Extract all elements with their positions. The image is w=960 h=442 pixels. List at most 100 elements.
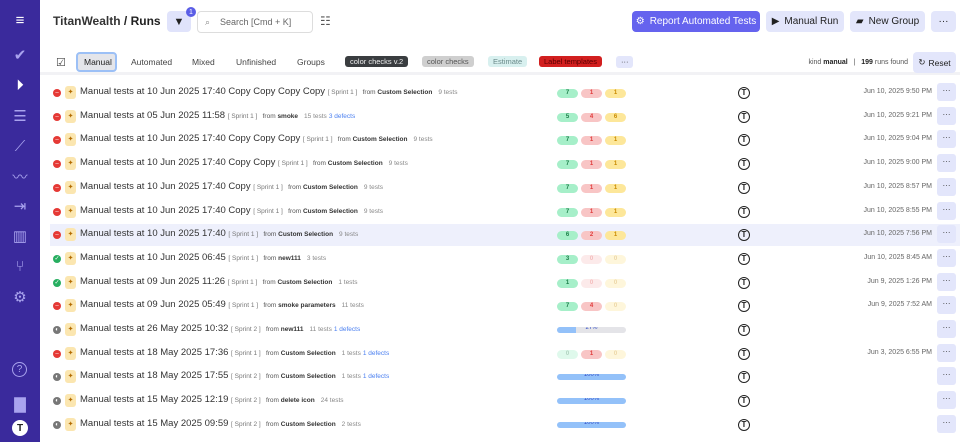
row-more-button[interactable]: ···	[937, 83, 956, 101]
run-row[interactable]: – ✦ Manual tests at 10 Jun 2025 17:40 Co…	[50, 129, 960, 151]
check-icon[interactable]: ✔	[13, 47, 27, 64]
row-more-button[interactable]: ···	[937, 343, 956, 362]
sliders-icon[interactable]: ☷	[320, 14, 331, 28]
row-more-button[interactable]: ···	[937, 391, 956, 410]
run-row[interactable]: – ✦ Manual tests at 10 Jun 2025 17:40 Co…	[50, 201, 960, 223]
folder-icon[interactable]: ▇	[14, 396, 26, 413]
row-more-button[interactable]: ···	[937, 248, 956, 267]
run-title[interactable]: Manual tests at 15 May 2025 09:59	[80, 417, 229, 429]
run-source: from Custom Selection	[288, 183, 358, 191]
run-title[interactable]: Manual tests at 10 Jun 2025 17:40	[80, 228, 226, 240]
run-title[interactable]: Manual tests at 15 May 2025 12:19	[80, 394, 229, 406]
defects-link[interactable]: 1 defects	[333, 326, 361, 333]
profile-avatar-icon[interactable]: T	[12, 420, 28, 436]
menu-icon[interactable]: ≡	[15, 11, 25, 29]
run-info: Manual tests at 09 Jun 2025 05:49 [ Spri…	[80, 299, 364, 310]
run-row[interactable]: – ✦ Manual tests at 09 Jun 2025 05:49 [ …	[50, 295, 960, 317]
row-more-button[interactable]: ···	[937, 272, 956, 291]
steps-icon[interactable]: ⟋	[14, 137, 26, 155]
play-circle-icon[interactable]: ⏵	[16, 76, 24, 94]
workspace-name[interactable]: TitanWealth	[53, 14, 121, 28]
row-more-button[interactable]: ···	[937, 154, 956, 173]
checklist-icon[interactable]: ☰	[13, 108, 27, 125]
progress-bar: 27%	[557, 327, 626, 333]
filter-button[interactable]: ▼	[167, 11, 191, 32]
branch-icon[interactable]: ⑂	[15, 257, 25, 275]
run-row[interactable]: – ✦ Manual tests at 10 Jun 2025 17:40 Co…	[50, 177, 960, 199]
run-row[interactable]: ✓ ✦ Manual tests at 09 Jun 2025 11:26 [ …	[50, 272, 960, 294]
skipped-count: 1	[605, 136, 626, 146]
run-source: from Custom Selection	[262, 278, 333, 286]
run-title[interactable]: Manual tests at 10 Jun 2025 17:40 Copy C…	[80, 86, 326, 97]
run-title[interactable]: Manual tests at 10 Jun 2025 06:45	[80, 251, 226, 263]
progress-text: 100%	[583, 374, 600, 379]
run-title[interactable]: Manual tests at 26 May 2025 10:32	[80, 323, 229, 334]
failed-count: 0	[581, 254, 602, 264]
label-filter-chip[interactable]: Label templates	[539, 56, 602, 67]
run-row[interactable]: ◐ ✦ Manual tests at 15 May 2025 09:59 [ …	[50, 414, 960, 436]
manual-run-icon: ✦	[65, 346, 76, 360]
run-row[interactable]: ◐ ✦ Manual tests at 18 May 2025 17:55 [ …	[50, 366, 960, 388]
label-filter-chip[interactable]: Estimate	[488, 56, 528, 67]
label-filter-chip[interactable]: color checks v.2	[345, 56, 409, 67]
run-row[interactable]: ✓ ✦ Manual tests at 10 Jun 2025 06:45 [ …	[50, 248, 960, 270]
defects-link[interactable]: 1 defects	[362, 373, 390, 381]
run-row[interactable]: – ✦ Manual tests at 18 May 2025 17:36 [ …	[50, 343, 960, 365]
run-title[interactable]: Manual tests at 09 Jun 2025 11:26	[80, 275, 226, 287]
tab-mixed[interactable]: Mixed	[192, 57, 215, 67]
new-group-label: New Group	[868, 16, 920, 27]
label-filter-chip[interactable]: color checks	[422, 56, 474, 67]
skipped-count: 1	[605, 231, 626, 241]
select-runs-icon[interactable]: ☑	[56, 56, 66, 69]
labels-more-button[interactable]: ···	[616, 56, 633, 68]
row-more-button[interactable]: ···	[937, 177, 956, 196]
report-automated-tests-button[interactable]: ⚙ Report Automated Tests	[632, 11, 760, 32]
gear-icon[interactable]: ⚙	[13, 289, 27, 306]
tab-automated[interactable]: Automated	[131, 57, 173, 67]
new-group-button[interactable]: ▰ New Group	[850, 11, 925, 32]
sprint: [ Sprint 2 ]	[231, 326, 261, 333]
run-title[interactable]: Manual tests at 09 Jun 2025 05:49	[80, 299, 226, 311]
defects-link[interactable]: 3 defects	[328, 112, 356, 120]
run-row[interactable]: ◐ ✦ Manual tests at 26 May 2025 10:32 [ …	[50, 319, 960, 341]
tab-groups[interactable]: Groups	[297, 57, 325, 67]
run-row[interactable]: – ✦ Manual tests at 10 Jun 2025 17:40 Co…	[50, 82, 960, 104]
search-input[interactable]: ⌕ Search [Cmd + K]	[197, 11, 313, 33]
run-title[interactable]: Manual tests at 18 May 2025 17:55	[80, 370, 229, 382]
row-more-button[interactable]: ···	[937, 201, 956, 220]
run-row[interactable]: – ✦ Manual tests at 10 Jun 2025 17:40 [ …	[50, 224, 960, 247]
progress-bar: 100%	[557, 374, 626, 381]
status-passed-icon: ✓	[53, 254, 61, 263]
tab-manual[interactable]: Manual	[76, 52, 117, 72]
analytics-icon[interactable]: ▥	[12, 228, 28, 245]
run-title[interactable]: Manual tests at 10 Jun 2025 17:40 Copy C…	[80, 157, 276, 169]
row-more-button[interactable]: ···	[937, 367, 956, 386]
run-title[interactable]: Manual tests at 10 Jun 2025 17:40 Copy	[80, 204, 251, 216]
row-more-button[interactable]: ···	[937, 225, 956, 244]
passed-count: 7	[557, 302, 578, 312]
run-row[interactable]: ◐ ✦ Manual tests at 15 May 2025 12:19 [ …	[50, 390, 960, 412]
run-title[interactable]: Manual tests at 10 Jun 2025 17:40 Copy	[80, 180, 251, 192]
run-title[interactable]: Manual tests at 05 Jun 2025 11:58	[80, 109, 226, 121]
run-row[interactable]: – ✦ Manual tests at 10 Jun 2025 17:40 Co…	[50, 153, 960, 175]
header-more-button[interactable]: ···	[931, 11, 956, 32]
run-title[interactable]: Manual tests at 18 May 2025 17:36	[80, 346, 229, 358]
help-icon[interactable]: ?	[12, 362, 27, 377]
pulse-icon[interactable]: 〰	[12, 168, 28, 186]
row-more-button[interactable]: ···	[937, 106, 956, 125]
row-more-button[interactable]: ···	[937, 320, 956, 338]
run-date: Jun 9, 2025 1:26 PM	[867, 277, 932, 285]
import-icon[interactable]: ⇥	[13, 198, 27, 215]
defects-link[interactable]: 1 defects	[362, 349, 390, 357]
manual-run-icon: ✦	[65, 86, 76, 99]
tab-unfinished[interactable]: Unfinished	[236, 57, 277, 67]
failed-count: 4	[581, 302, 602, 312]
main: TitanWealth / Runs ▼ 1 ⌕ Search [Cmd + K]…	[40, 0, 960, 442]
manual-run-button[interactable]: ▶ Manual Run	[766, 11, 844, 32]
row-more-button[interactable]: ···	[937, 130, 956, 149]
row-more-button[interactable]: ···	[937, 296, 956, 315]
run-title[interactable]: Manual tests at 10 Jun 2025 17:40 Copy C…	[80, 133, 301, 145]
row-more-button[interactable]: ···	[937, 414, 956, 433]
run-row[interactable]: – ✦ Manual tests at 05 Jun 2025 11:58 [ …	[50, 106, 960, 128]
reset-button[interactable]: ↻ Reset	[913, 52, 956, 73]
